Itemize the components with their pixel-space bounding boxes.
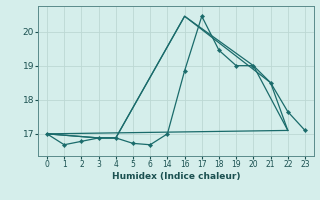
X-axis label: Humidex (Indice chaleur): Humidex (Indice chaleur) <box>112 172 240 181</box>
